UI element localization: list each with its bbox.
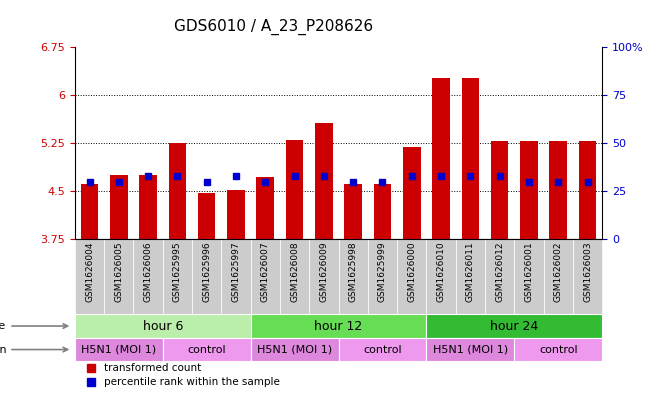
- Text: hour 12: hour 12: [314, 320, 363, 332]
- Bar: [456, 239, 485, 314]
- Text: GSM1626002: GSM1626002: [554, 242, 562, 302]
- Text: GSM1626004: GSM1626004: [85, 242, 94, 302]
- Text: GSM1626006: GSM1626006: [144, 242, 152, 302]
- Text: infection: infection: [0, 345, 68, 354]
- Bar: [81, 184, 98, 239]
- Bar: [110, 175, 128, 239]
- Text: GSM1626005: GSM1626005: [115, 242, 123, 302]
- Text: GDS6010 / A_23_P208626: GDS6010 / A_23_P208626: [174, 19, 373, 35]
- Bar: [403, 147, 421, 239]
- Text: H5N1 (MOI 1): H5N1 (MOI 1): [433, 345, 508, 354]
- Bar: [462, 78, 479, 239]
- Text: transformed count: transformed count: [104, 363, 201, 373]
- Bar: [139, 175, 157, 239]
- Bar: [280, 239, 309, 314]
- Bar: [75, 338, 163, 361]
- Text: GSM1625998: GSM1625998: [349, 242, 357, 302]
- Text: percentile rank within the sample: percentile rank within the sample: [104, 377, 280, 387]
- Bar: [192, 239, 221, 314]
- Bar: [309, 239, 339, 314]
- Bar: [339, 239, 368, 314]
- Text: control: control: [539, 345, 577, 354]
- Text: GSM1626008: GSM1626008: [290, 242, 299, 302]
- Bar: [339, 338, 426, 361]
- Bar: [520, 141, 538, 239]
- Bar: [75, 314, 251, 338]
- Bar: [374, 184, 391, 239]
- Text: hour 6: hour 6: [143, 320, 183, 332]
- Bar: [397, 239, 426, 314]
- Bar: [75, 239, 104, 314]
- Bar: [426, 338, 514, 361]
- Bar: [544, 239, 573, 314]
- Bar: [514, 239, 544, 314]
- Text: control: control: [363, 345, 402, 354]
- Bar: [573, 239, 602, 314]
- Bar: [256, 177, 274, 239]
- Bar: [251, 314, 426, 338]
- Bar: [368, 239, 397, 314]
- Bar: [286, 140, 303, 239]
- Text: GSM1625997: GSM1625997: [232, 242, 240, 302]
- Bar: [251, 239, 280, 314]
- Text: GSM1625995: GSM1625995: [173, 242, 182, 302]
- Text: H5N1 (MOI 1): H5N1 (MOI 1): [257, 345, 332, 354]
- Bar: [163, 239, 192, 314]
- Bar: [426, 314, 602, 338]
- Bar: [426, 239, 456, 314]
- Text: GSM1626011: GSM1626011: [466, 242, 475, 302]
- Text: GSM1626003: GSM1626003: [583, 242, 592, 302]
- Text: GSM1626000: GSM1626000: [408, 242, 416, 302]
- Bar: [221, 239, 251, 314]
- Text: GSM1626012: GSM1626012: [495, 242, 504, 302]
- Text: control: control: [187, 345, 226, 354]
- Bar: [514, 338, 602, 361]
- Text: GSM1625999: GSM1625999: [378, 242, 387, 302]
- Text: H5N1 (MOI 1): H5N1 (MOI 1): [81, 345, 156, 354]
- Bar: [163, 338, 251, 361]
- Text: GSM1625996: GSM1625996: [202, 242, 211, 302]
- Bar: [344, 184, 362, 239]
- Bar: [315, 123, 333, 239]
- Bar: [549, 141, 567, 239]
- Text: GSM1626007: GSM1626007: [261, 242, 270, 302]
- Text: GSM1626009: GSM1626009: [320, 242, 328, 302]
- Bar: [133, 239, 163, 314]
- Bar: [198, 193, 215, 239]
- Bar: [491, 141, 508, 239]
- Bar: [227, 190, 245, 239]
- Text: time: time: [0, 321, 68, 331]
- Text: GSM1626010: GSM1626010: [437, 242, 445, 302]
- Bar: [251, 338, 339, 361]
- Bar: [104, 239, 133, 314]
- Bar: [169, 143, 186, 239]
- Bar: [485, 239, 514, 314]
- Text: hour 24: hour 24: [490, 320, 538, 332]
- Bar: [579, 141, 596, 239]
- Bar: [432, 78, 450, 239]
- Text: GSM1626001: GSM1626001: [525, 242, 533, 302]
